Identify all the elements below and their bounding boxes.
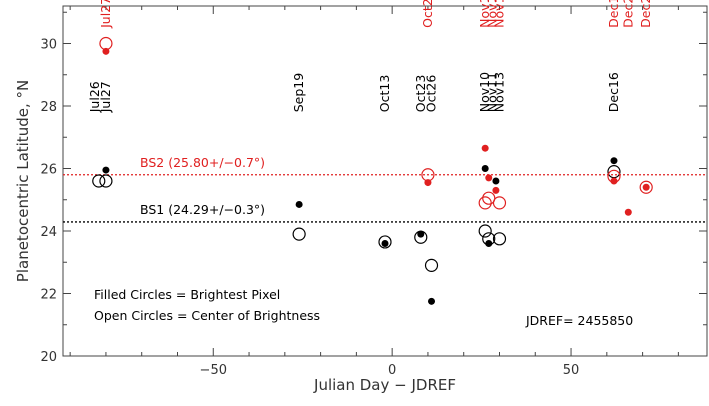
- date-label: Jul27: [98, 81, 113, 113]
- date-label: Dec16: [606, 0, 621, 28]
- data-point: [624, 208, 632, 216]
- data-point: [485, 174, 493, 182]
- data-point: [414, 230, 428, 244]
- x-tick-label: 50: [563, 363, 580, 378]
- data-point: [482, 232, 496, 246]
- x-tick-label: −50: [200, 363, 227, 378]
- reference-line-label: BS2 (25.80+/−0.7°): [140, 155, 265, 170]
- date-label: Dec20: [620, 0, 635, 28]
- data-point: [492, 232, 507, 246]
- date-label: Jul26: [87, 81, 102, 113]
- date-label: Nov10: [477, 72, 492, 112]
- data-point: [639, 180, 653, 194]
- date-label: Nov11: [484, 0, 499, 28]
- date-label: Oct13: [377, 75, 392, 113]
- date-label: Dec25: [638, 0, 653, 28]
- data-point: [478, 224, 492, 238]
- data-point: [378, 235, 392, 249]
- data-point: [424, 258, 439, 272]
- y-tick-label: 20: [40, 350, 57, 365]
- data-point: [492, 196, 507, 210]
- reference-lines: BS2 (25.80+/−0.7°) BS1 (24.29+/−0.3°): [63, 155, 707, 223]
- data-point: [102, 166, 110, 174]
- y-tick-label: 30: [40, 38, 57, 53]
- plot-frame: [62, 5, 708, 357]
- date-label: Nov11: [484, 72, 499, 112]
- data-point: [92, 174, 106, 188]
- data-point: [482, 191, 496, 205]
- data-point: [481, 165, 489, 172]
- legend-note-open: Open Circles = Center of Brightness: [94, 308, 320, 323]
- x-tick-label: 0: [388, 363, 396, 378]
- data-point: [478, 196, 492, 210]
- y-tick-label: 22: [40, 288, 57, 303]
- data-point: [610, 177, 618, 185]
- data-point: [381, 240, 389, 247]
- data-points: [92, 36, 653, 305]
- date-label: Sep19: [291, 73, 306, 113]
- data-point: [292, 227, 306, 241]
- date-label: Oct23: [413, 75, 428, 113]
- date-label: Oct25: [420, 0, 435, 28]
- data-point: [428, 297, 436, 305]
- axis-ticks: −50 0 50 20 22 24 26 28 30: [40, 6, 707, 378]
- date-label: Nov13: [491, 0, 506, 28]
- data-point: [642, 183, 650, 191]
- y-tick-label: 28: [40, 100, 57, 115]
- data-point: [607, 169, 621, 183]
- date-label: Oct26: [424, 75, 439, 113]
- data-point: [421, 168, 435, 182]
- data-point: [99, 174, 113, 188]
- date-label: Jul27: [98, 0, 113, 29]
- data-point: [492, 186, 500, 194]
- y-tick-label: 24: [40, 225, 57, 240]
- date-label: Nov10: [477, 0, 492, 28]
- legend-note-filled: Filled Circles = Brightest Pixel: [94, 287, 280, 302]
- data-point: [99, 36, 113, 51]
- date-label: Nov13: [491, 72, 506, 112]
- date-label: Dec16: [606, 72, 621, 112]
- data-point: [417, 230, 425, 238]
- jdref-note: JDREF= 2455850: [525, 313, 633, 328]
- y-tick-label: 26: [40, 163, 57, 178]
- data-point: [295, 200, 303, 208]
- y-axis-title: Planetocentric Latitude, °N: [14, 80, 32, 282]
- x-axis-title: Julian Day − JDREF: [313, 376, 456, 394]
- data-point: [492, 177, 500, 185]
- data-point: [485, 240, 493, 247]
- data-point: [481, 144, 489, 152]
- data-point: [610, 157, 618, 165]
- reference-line-label: BS1 (24.29+/−0.3°): [140, 202, 265, 217]
